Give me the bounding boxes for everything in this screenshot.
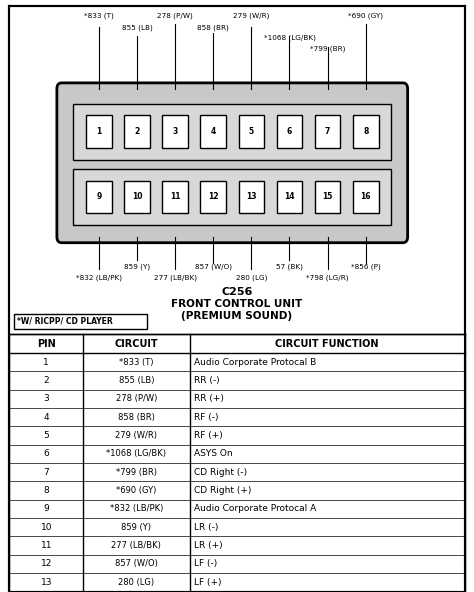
Bar xyxy=(277,181,302,213)
Text: 277 (LB/BK): 277 (LB/BK) xyxy=(154,274,197,281)
Text: 16: 16 xyxy=(360,192,371,201)
Bar xyxy=(238,181,264,213)
Text: LR (+): LR (+) xyxy=(194,541,223,550)
Text: 279 (W/R): 279 (W/R) xyxy=(115,431,157,440)
Bar xyxy=(162,181,188,213)
Text: RF (+): RF (+) xyxy=(194,431,223,440)
Text: 8: 8 xyxy=(363,127,368,136)
Text: 10: 10 xyxy=(132,192,142,201)
Text: 5: 5 xyxy=(249,127,254,136)
Text: 855 (LB): 855 (LB) xyxy=(121,24,152,31)
Bar xyxy=(73,169,391,225)
Text: Audio Corporate Protocal B: Audio Corporate Protocal B xyxy=(194,358,317,366)
Text: 4: 4 xyxy=(44,413,49,422)
Text: LF (-): LF (-) xyxy=(194,559,218,568)
Text: *690 (GY): *690 (GY) xyxy=(348,12,383,19)
Text: ASYS On: ASYS On xyxy=(194,449,233,458)
Text: RR (+): RR (+) xyxy=(194,394,224,403)
Text: 858 (BR): 858 (BR) xyxy=(197,24,229,31)
Text: 859 (Y): 859 (Y) xyxy=(121,523,151,532)
Bar xyxy=(9,334,465,353)
Text: 9: 9 xyxy=(96,192,101,201)
Text: LF (+): LF (+) xyxy=(194,578,222,587)
FancyBboxPatch shape xyxy=(57,83,408,243)
Bar xyxy=(124,115,150,148)
Text: 10: 10 xyxy=(40,523,52,532)
Text: *799 (BR): *799 (BR) xyxy=(310,46,345,52)
Bar xyxy=(353,115,379,148)
Text: 1: 1 xyxy=(96,127,101,136)
Text: FRONT CONTROL UNIT: FRONT CONTROL UNIT xyxy=(172,299,302,309)
Text: 1: 1 xyxy=(43,358,49,366)
Text: 11: 11 xyxy=(170,192,180,201)
Text: 857 (W/O): 857 (W/O) xyxy=(195,263,232,270)
Text: *W/ RICPP/ CD PLAYER: *W/ RICPP/ CD PLAYER xyxy=(17,317,112,326)
Bar xyxy=(315,115,340,148)
Text: CD Right (-): CD Right (-) xyxy=(194,468,247,477)
Text: CD Right (+): CD Right (+) xyxy=(194,486,252,495)
Text: CIRCUIT FUNCTION: CIRCUIT FUNCTION xyxy=(275,339,379,349)
Text: 4: 4 xyxy=(210,127,216,136)
Text: C256: C256 xyxy=(221,287,253,297)
Text: 2: 2 xyxy=(134,127,139,136)
Text: 3: 3 xyxy=(43,394,49,403)
Text: 858 (BR): 858 (BR) xyxy=(118,413,155,422)
Bar xyxy=(73,104,391,160)
Text: *1068 (LG/BK): *1068 (LG/BK) xyxy=(264,35,315,41)
Text: 2: 2 xyxy=(44,376,49,385)
Text: 15: 15 xyxy=(322,192,333,201)
Text: 9: 9 xyxy=(43,504,49,513)
Text: *856 (P): *856 (P) xyxy=(351,263,381,270)
Text: *799 (BR): *799 (BR) xyxy=(116,468,157,477)
Bar xyxy=(353,181,379,213)
Bar xyxy=(315,181,340,213)
Text: 13: 13 xyxy=(246,192,256,201)
Text: (PREMIUM SOUND): (PREMIUM SOUND) xyxy=(182,311,292,321)
Bar xyxy=(86,115,111,148)
Text: Audio Corporate Protocal A: Audio Corporate Protocal A xyxy=(194,504,317,513)
Text: 7: 7 xyxy=(43,468,49,477)
Text: 279 (W/R): 279 (W/R) xyxy=(233,12,270,19)
Bar xyxy=(238,115,264,148)
Bar xyxy=(124,181,150,213)
Bar xyxy=(14,314,147,329)
Bar xyxy=(162,115,188,148)
Text: CIRCUIT: CIRCUIT xyxy=(114,339,158,349)
Text: *1068 (LG/BK): *1068 (LG/BK) xyxy=(106,449,166,458)
Bar xyxy=(201,115,226,148)
Text: 13: 13 xyxy=(40,578,52,587)
Text: 6: 6 xyxy=(43,449,49,458)
Text: 57 (BK): 57 (BK) xyxy=(276,263,303,270)
Text: *833 (T): *833 (T) xyxy=(84,12,114,19)
Text: 14: 14 xyxy=(284,192,295,201)
Text: RR (-): RR (-) xyxy=(194,376,220,385)
Text: 11: 11 xyxy=(40,541,52,550)
Text: 859 (Y): 859 (Y) xyxy=(124,263,150,270)
Text: RF (-): RF (-) xyxy=(194,413,219,422)
Text: 278 (P/W): 278 (P/W) xyxy=(116,394,157,403)
Text: *833 (T): *833 (T) xyxy=(119,358,154,366)
Text: 12: 12 xyxy=(41,559,52,568)
Text: 278 (P/W): 278 (P/W) xyxy=(157,12,193,19)
Text: 280 (LG): 280 (LG) xyxy=(236,274,267,281)
Text: *832 (LB/PK): *832 (LB/PK) xyxy=(76,274,122,281)
Bar xyxy=(86,181,111,213)
Text: 855 (LB): 855 (LB) xyxy=(118,376,154,385)
Bar xyxy=(277,115,302,148)
Text: 12: 12 xyxy=(208,192,219,201)
Text: 5: 5 xyxy=(43,431,49,440)
Text: *832 (LB/PK): *832 (LB/PK) xyxy=(109,504,163,513)
Text: PIN: PIN xyxy=(37,339,55,349)
Text: LR (-): LR (-) xyxy=(194,523,219,532)
Text: 280 (LG): 280 (LG) xyxy=(118,578,155,587)
Text: 277 (LB/BK): 277 (LB/BK) xyxy=(111,541,161,550)
Text: 7: 7 xyxy=(325,127,330,136)
Text: 3: 3 xyxy=(173,127,178,136)
Text: *798 (LG/R): *798 (LG/R) xyxy=(306,274,349,281)
Text: 8: 8 xyxy=(43,486,49,495)
Text: 6: 6 xyxy=(287,127,292,136)
Bar xyxy=(201,181,226,213)
Text: 857 (W/O): 857 (W/O) xyxy=(115,559,158,568)
Text: *690 (GY): *690 (GY) xyxy=(116,486,156,495)
